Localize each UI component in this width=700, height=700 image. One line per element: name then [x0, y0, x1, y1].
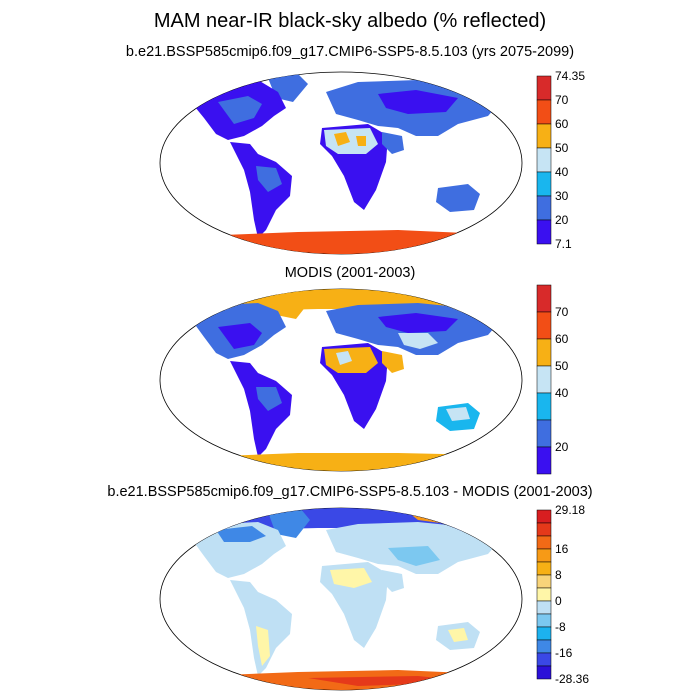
panel3-subtitle: b.e21.BSSP585cmip6.f09_g17.CMIP6-SSP5-8.…: [107, 484, 593, 500]
panel2-colorbar: 70 60 50 40 20: [536, 284, 569, 475]
panel1-map: [159, 71, 523, 255]
figure-title: MAM near-IR black-sky albedo (% reflecte…: [153, 10, 547, 32]
cbar3-label: -28.36: [555, 672, 589, 686]
cbar2-label: 50: [555, 359, 569, 373]
cbar1-label: 50: [555, 141, 569, 155]
panel1-subtitle: b.e21.BSSP585cmip6.f09_g17.CMIP6-SSP5-8.…: [125, 44, 575, 60]
cbar1-label: 70: [555, 93, 569, 107]
cbar1-label: 40: [555, 165, 569, 179]
cbar3-label: 8: [555, 568, 562, 582]
cbar3-label: 0: [555, 594, 562, 608]
cbar3-label: -16: [555, 646, 573, 660]
cbar2-label: 70: [555, 305, 569, 319]
cbar3-label: 16: [555, 542, 569, 556]
panel1-colorbar: 74.35 70 60 50 40 30 20 7.1: [536, 69, 585, 251]
cbar3-label: 29.18: [555, 503, 585, 517]
cbar1-label: 60: [555, 117, 569, 131]
cbar3-label: -8: [555, 620, 566, 634]
cbar1-label: 30: [555, 189, 569, 203]
cbar1-label: 7.1: [555, 237, 572, 251]
cbar1-label: 20: [555, 213, 569, 227]
panel3-colorbar: 29.18 16 8 0 -8 -16 -28.36: [536, 503, 589, 686]
cbar1-label: 74.35: [555, 69, 585, 83]
panel2-map: [159, 288, 523, 472]
panel2-subtitle: MODIS (2001-2003): [284, 265, 416, 281]
cbar2-label: 20: [555, 440, 569, 454]
panel3-map: [159, 507, 523, 691]
cbar2-label: 60: [555, 332, 569, 346]
cbar2-label: 40: [555, 386, 569, 400]
